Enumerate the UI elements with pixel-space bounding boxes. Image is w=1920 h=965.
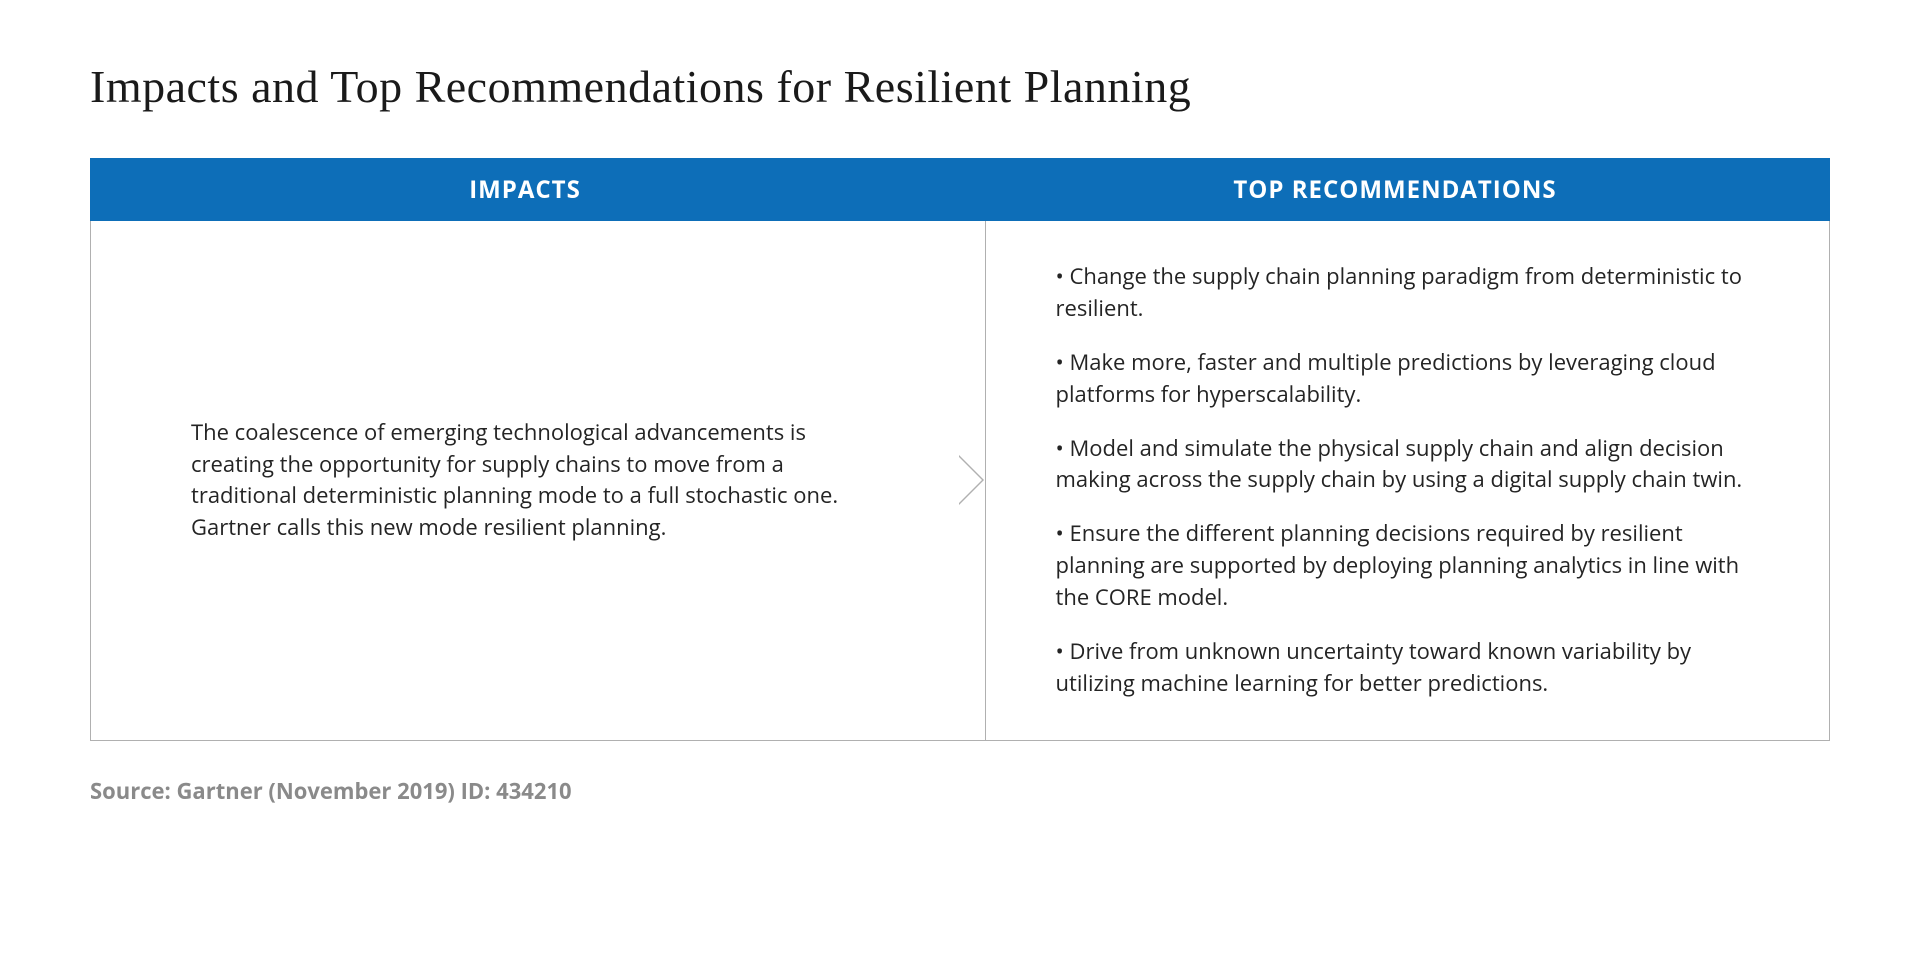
impacts-recommendations-table: IMPACTS TOP RECOMMENDATIONS The coalesce…	[90, 158, 1830, 741]
impacts-text: The coalescence of emerging technologica…	[191, 417, 895, 545]
recommendation-item: • Make more, faster and multiple predict…	[1056, 347, 1760, 411]
chevron-right-icon	[959, 455, 985, 505]
recommendation-item: • Drive from unknown uncertainty toward …	[1056, 636, 1760, 700]
table-body-row: The coalescence of emerging technologica…	[90, 221, 1830, 741]
header-recommendations: TOP RECOMMENDATIONS	[960, 158, 1830, 221]
recommendation-item: • Ensure the different planning decision…	[1056, 518, 1760, 614]
source-attribution: Source: Gartner (November 2019) ID: 4342…	[90, 776, 1830, 806]
recommendation-item: • Model and simulate the physical supply…	[1056, 433, 1760, 497]
page-title: Impacts and Top Recommendations for Resi…	[90, 60, 1830, 113]
recommendation-item: • Change the supply chain planning parad…	[1056, 261, 1760, 325]
recommendations-cell: • Change the supply chain planning parad…	[986, 221, 1830, 740]
impacts-cell: The coalescence of emerging technologica…	[91, 221, 986, 740]
header-impacts: IMPACTS	[90, 158, 960, 221]
table-header-row: IMPACTS TOP RECOMMENDATIONS	[90, 158, 1830, 221]
